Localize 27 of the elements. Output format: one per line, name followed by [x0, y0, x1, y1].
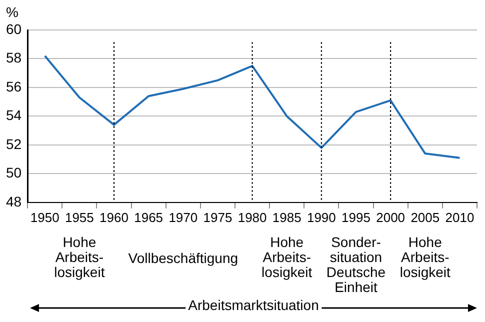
x-tick-label: 2000: [376, 210, 406, 225]
x-tick-label: 1960: [100, 210, 128, 225]
x-tick-label: 1950: [30, 210, 60, 225]
x-tick-label: 1955: [64, 210, 94, 225]
x-tick-label: 1970: [168, 210, 198, 225]
x-tick-label: 1985: [272, 210, 302, 225]
text: Hohe Arbeits- losigkeit: [54, 234, 105, 280]
text: Vollbeschäftigung: [128, 250, 238, 266]
x-tick-label: 2005: [410, 210, 440, 225]
x-tick-label: 1995: [342, 210, 370, 225]
y-tick-label: 58: [6, 50, 22, 66]
text: Sonder- situation Deutsche Einheit: [326, 234, 386, 295]
text: Arbeitsmarktsituation: [185, 297, 322, 313]
y-tick-label: 48: [6, 193, 22, 210]
y-tick-label: 60: [6, 20, 22, 37]
y-axis-title: %: [6, 4, 18, 20]
x-tick-label: 1975: [203, 210, 232, 225]
y-tick-label: 52: [6, 136, 22, 152]
y-tick-label: 56: [6, 78, 22, 94]
text: Hohe Arbeits- losigkeit: [262, 234, 312, 280]
x-tick-label: 1965: [134, 210, 164, 225]
x-tick-label: 2010: [445, 210, 474, 225]
y-tick-label: 54: [6, 107, 22, 124]
x-tick-label: 1980: [238, 210, 267, 225]
x-tick-label: 1990: [306, 210, 336, 225]
y-tick-label: 50: [6, 164, 22, 181]
text: Hohe Arbeits- losigkeit: [400, 234, 451, 280]
